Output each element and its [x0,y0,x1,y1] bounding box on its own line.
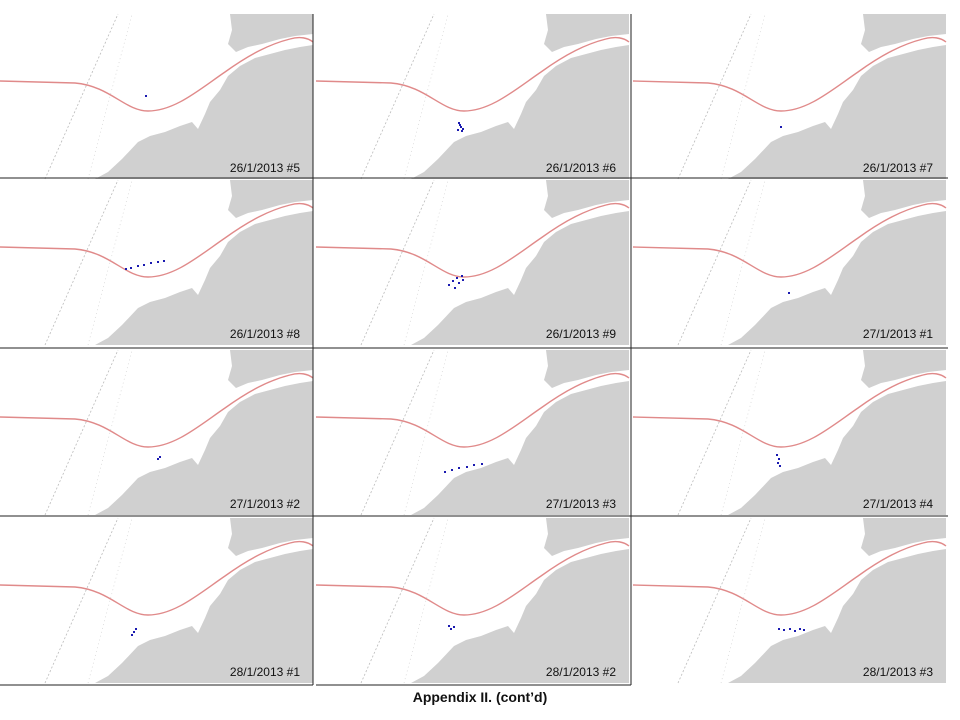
map-panel: 26/1/2013 #6 [315,13,630,180]
map [632,13,947,180]
observation-dot [448,284,450,286]
panel-label: 26/1/2013 #8 [230,327,300,341]
observation-dot [458,282,460,284]
observation-dot [456,277,458,279]
panel-label: 26/1/2013 #7 [863,161,933,175]
map [632,179,947,346]
observation-dot [778,628,780,630]
observation-dot [145,95,147,97]
observation-dot [777,462,779,464]
map-panel: 27/1/2013 #2 [0,349,314,516]
observation-dot [788,292,790,294]
panel-label: 27/1/2013 #2 [230,497,300,511]
panel-label: 26/1/2013 #6 [546,161,616,175]
observation-dot [157,458,159,460]
map [632,517,947,684]
panel-label: 26/1/2013 #5 [230,161,300,175]
observation-dot [803,629,805,631]
caption: Appendix II. (cont’d) [413,689,548,705]
map [632,349,947,516]
observation-dot [458,467,460,469]
observation-dot [451,469,453,471]
observation-dot [462,279,464,281]
observation-dot [462,128,464,130]
observation-dot [450,628,452,630]
observation-dot [452,280,454,282]
observation-dot [481,463,483,465]
map-panel: 28/1/2013 #2 [315,517,630,684]
map [0,13,314,180]
observation-dot [459,124,461,126]
observation-dot [130,267,132,269]
observation-dot [466,466,468,468]
observation-dot [137,265,139,267]
observation-dot [783,629,785,631]
map-panel: 27/1/2013 #4 [632,349,947,516]
observation-dot [454,287,456,289]
observation-dot [157,261,159,263]
panel-label: 28/1/2013 #1 [230,665,300,679]
observation-dot [150,262,152,264]
map [315,179,630,346]
map-panel: 26/1/2013 #5 [0,13,314,180]
panel-label: 27/1/2013 #1 [863,327,933,341]
map-panel: 28/1/2013 #1 [0,517,314,684]
observation-dot [789,628,791,630]
observation-dot [143,264,145,266]
panel-label: 28/1/2013 #3 [863,665,933,679]
map-panel: 28/1/2013 #3 [632,517,947,684]
map [0,517,314,684]
map [315,13,630,180]
observation-dot [444,471,446,473]
observation-dot [779,465,781,467]
map [0,349,314,516]
panel-label: 26/1/2013 #9 [546,327,616,341]
map-panel: 26/1/2013 #7 [632,13,947,180]
map-panel: 26/1/2013 #8 [0,179,314,346]
observation-dot [453,626,455,628]
observation-dot [799,628,801,630]
observation-dot [461,130,463,132]
observation-dot [460,126,462,128]
map [315,349,630,516]
observation-dot [458,122,460,124]
map-panel: 27/1/2013 #3 [315,349,630,516]
map-panel: 26/1/2013 #9 [315,179,630,346]
observation-dot [135,628,137,630]
map [315,517,630,684]
panel-label: 27/1/2013 #3 [546,497,616,511]
observation-dot [133,631,135,633]
observation-dot [125,268,127,270]
observation-dot [457,129,459,131]
map-panel: 27/1/2013 #1 [632,179,947,346]
map [0,179,314,346]
observation-dot [794,630,796,632]
observation-dot [780,126,782,128]
observation-dot [163,260,165,262]
panel-label: 27/1/2013 #4 [863,497,933,511]
observation-dot [448,625,450,627]
observation-dot [778,458,780,460]
observation-dot [131,634,133,636]
observation-dot [776,454,778,456]
observation-dot [159,456,161,458]
observation-dot [461,275,463,277]
observation-dot [473,464,475,466]
panel-label: 28/1/2013 #2 [546,665,616,679]
